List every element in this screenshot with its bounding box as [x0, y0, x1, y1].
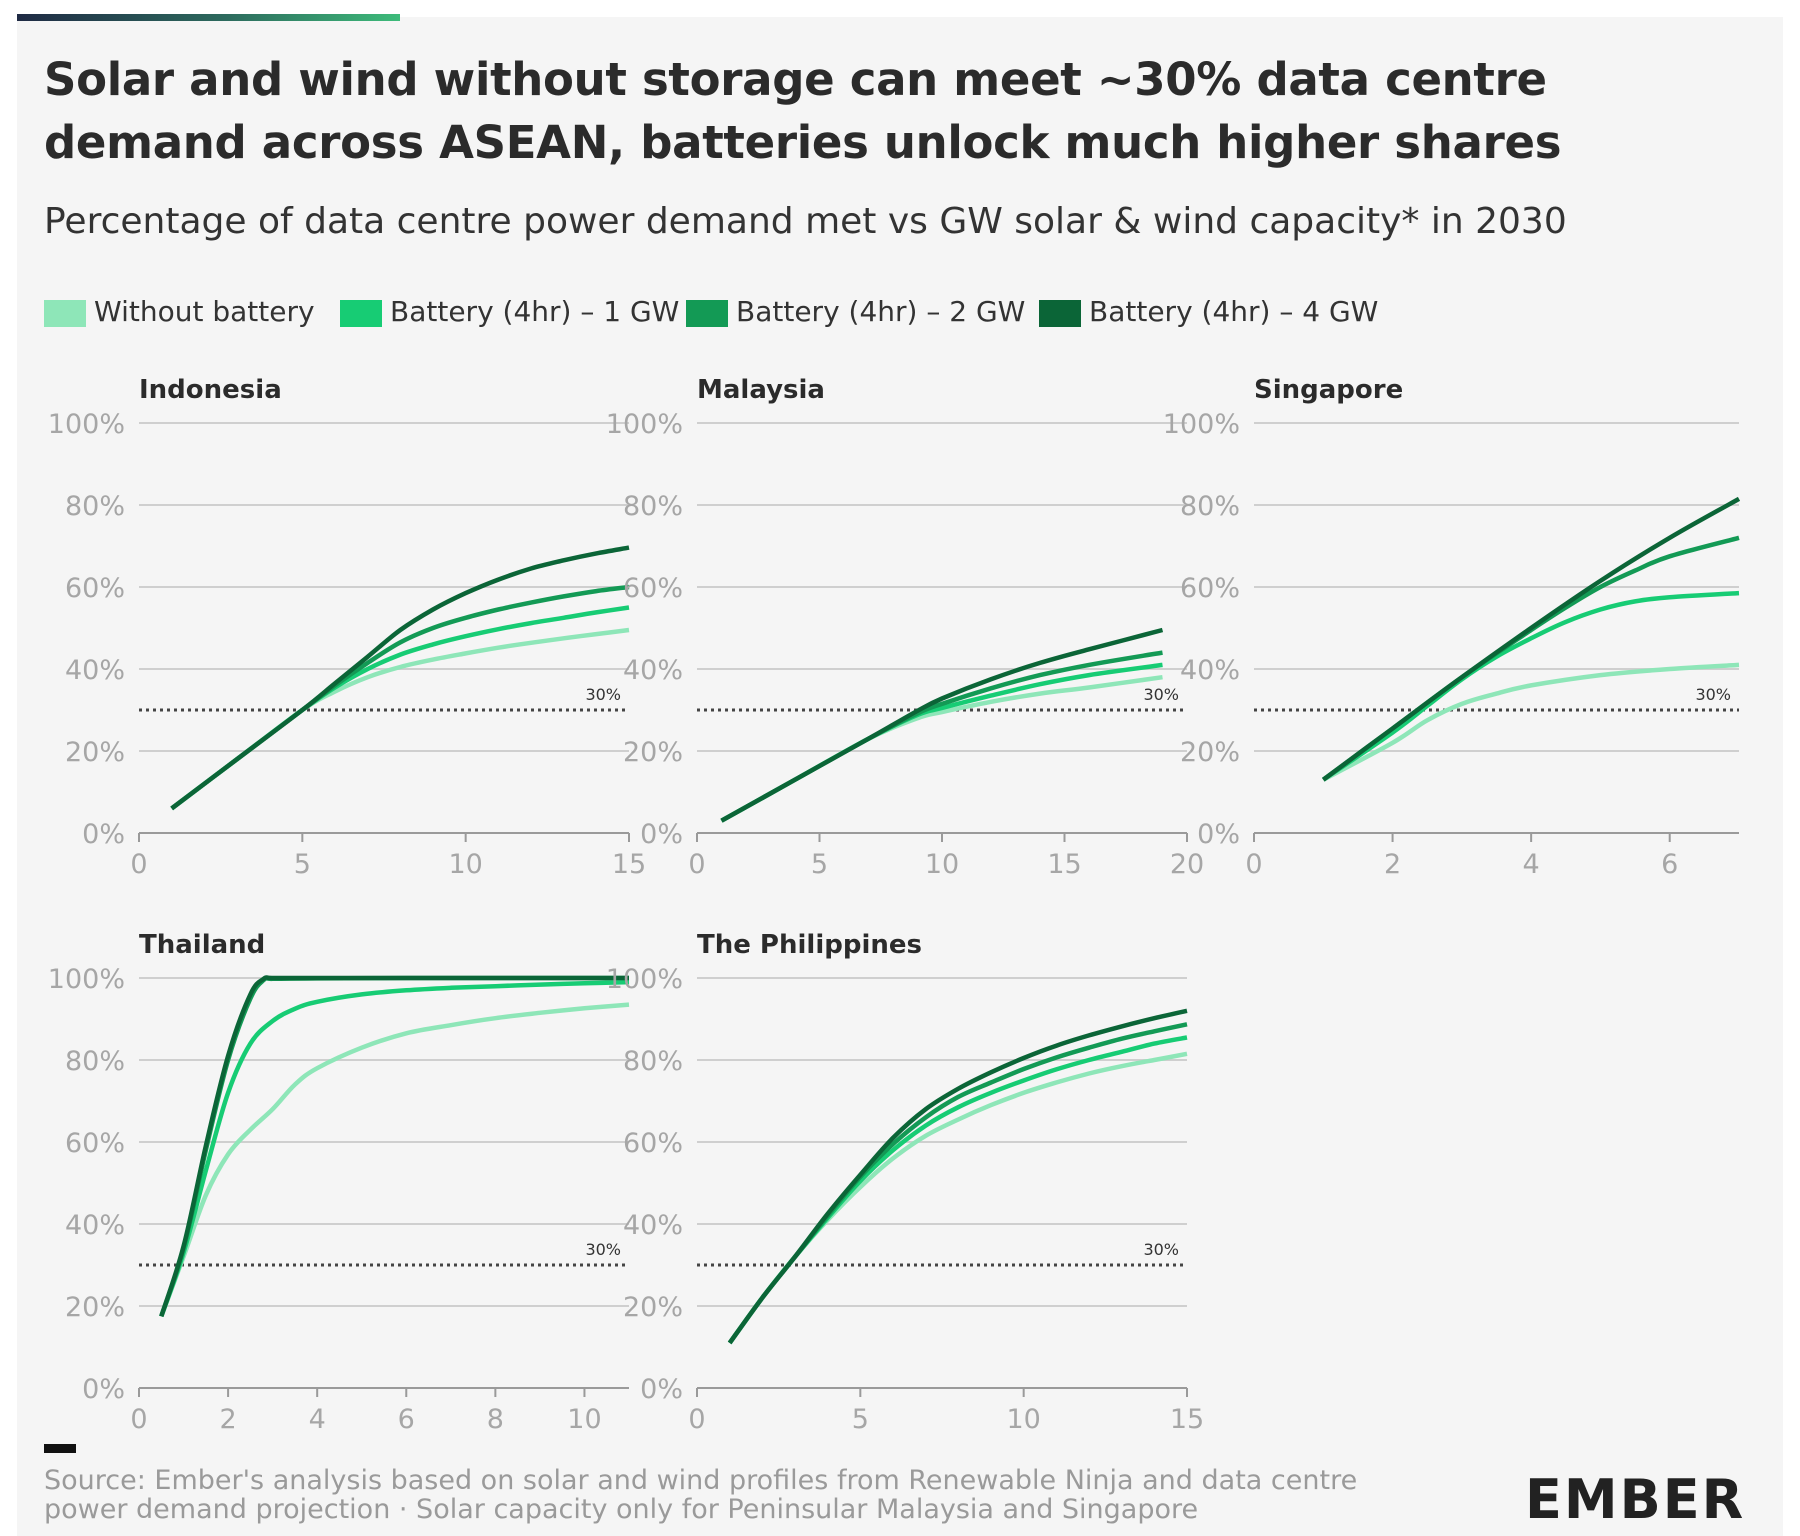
y-tick-label: 80%: [1180, 491, 1240, 522]
x-tick-label: 10: [1006, 1404, 1040, 1435]
x-tick-label: 4: [309, 1404, 326, 1435]
y-tick-label: 60%: [623, 1128, 683, 1159]
y-tick-label: 40%: [65, 1210, 125, 1241]
legend-label: Battery (4hr) – 1 GW: [390, 295, 680, 328]
series-line-without-battery: [1322, 662, 1740, 782]
x-tick-label: 2: [219, 1404, 236, 1435]
y-tick-label: 20%: [623, 737, 683, 768]
legend-swatch: [686, 300, 728, 327]
x-tick-label: 5: [852, 1404, 869, 1435]
y-tick-label: 40%: [623, 1210, 683, 1241]
source-marker: [44, 1444, 76, 1453]
series-line-battery-1gw: [159, 979, 630, 1318]
y-tick-label: 100%: [1163, 409, 1240, 440]
y-tick-label: 0%: [640, 1374, 683, 1405]
x-tick-label: 5: [811, 849, 828, 880]
x-tick-label: 0: [130, 1404, 147, 1435]
y-tick-label: 40%: [623, 655, 683, 686]
legend-swatch: [340, 300, 382, 327]
x-tick-label: 6: [398, 1404, 415, 1435]
y-tick-label: 0%: [82, 1374, 125, 1405]
panel-title: Singapore: [1254, 375, 1403, 405]
legend-swatch: [44, 300, 86, 327]
y-tick-label: 20%: [65, 737, 125, 768]
y-tick-label: 80%: [65, 1046, 125, 1077]
chart-panel-singapore: Singapore 0% 20% 40% 60% 80% 100% 0 2 4 6 30%: [1163, 375, 1741, 880]
series-line-battery-4gw: [159, 975, 629, 1317]
y-tick-label: 60%: [65, 1128, 125, 1159]
x-tick-label: 20: [1170, 849, 1204, 880]
y-tick-label: 100%: [606, 409, 683, 440]
x-tick-label: 10: [448, 849, 482, 880]
x-tick-label: 0: [1245, 849, 1262, 880]
chart-title: Solar and wind without storage can meet …: [44, 53, 1562, 169]
x-tick-label: 15: [1047, 849, 1081, 880]
x-tick-label: 15: [612, 849, 646, 880]
y-tick-label: 0%: [640, 819, 683, 850]
series-line-without-battery: [159, 1002, 630, 1318]
y-tick-label: 80%: [623, 1046, 683, 1077]
y-tick-label: 40%: [1180, 655, 1240, 686]
y-tick-label: 100%: [48, 409, 125, 440]
reference-line-label: 30%: [1143, 1240, 1179, 1259]
x-tick-label: 2: [1384, 849, 1401, 880]
ember-logo: EMBER: [1525, 1468, 1746, 1531]
x-tick-label: 10: [567, 1404, 601, 1435]
panel-title: Malaysia: [697, 375, 825, 405]
series-line-battery-4gw: [727, 1008, 1188, 1345]
x-tick-label: 10: [925, 849, 959, 880]
series-line-battery-1gw: [727, 1035, 1188, 1345]
series-line-battery-2gw: [720, 650, 1163, 823]
legend-label: Without battery: [94, 295, 315, 328]
x-tick-label: 0: [688, 1404, 705, 1435]
y-tick-label: 40%: [65, 655, 125, 686]
chart-panel-malaysia: Malaysia 0% 20% 40% 60% 80% 100% 0 5 10 15 20 30%: [606, 375, 1204, 880]
reference-line-label: 30%: [585, 685, 621, 704]
chart-panel-the-philippines: The Philippines 0% 20% 40% 60% 80% 100% 0 5 10 15 3…: [606, 930, 1204, 1435]
y-tick-label: 60%: [623, 573, 683, 604]
y-tick-label: 20%: [1180, 737, 1240, 768]
y-tick-label: 60%: [1180, 573, 1240, 604]
series-line-battery-4gw: [1321, 496, 1741, 782]
panel-title: Indonesia: [139, 375, 282, 405]
legend-label: Battery (4hr) – 4 GW: [1089, 295, 1379, 328]
chart-panel-thailand: Thailand 0% 20% 40% 60% 80% 100% 0 2 4 6 8 10 30%: [48, 930, 630, 1435]
y-tick-label: 100%: [48, 964, 125, 995]
x-tick-label: 0: [130, 849, 147, 880]
series-line-battery-2gw: [1321, 535, 1740, 782]
series-line-battery-4gw: [720, 627, 1164, 823]
x-tick-label: 5: [294, 849, 311, 880]
y-tick-label: 20%: [623, 1292, 683, 1323]
y-tick-label: 80%: [623, 491, 683, 522]
x-tick-label: 4: [1523, 849, 1540, 880]
y-tick-label: 0%: [1197, 819, 1240, 850]
x-tick-label: 15: [1170, 1404, 1204, 1435]
x-tick-label: 8: [487, 1404, 504, 1435]
legend-label: Battery (4hr) – 2 GW: [736, 295, 1026, 328]
reference-line-label: 30%: [1695, 685, 1731, 704]
reference-line-label: 30%: [1143, 685, 1179, 704]
y-tick-label: 80%: [65, 491, 125, 522]
y-tick-label: 20%: [65, 1292, 125, 1323]
source-note: Source: Ember's analysis based on solar …: [44, 1465, 1358, 1525]
panel-title: Thailand: [139, 930, 265, 960]
y-tick-label: 100%: [606, 964, 683, 995]
reference-line-label: 30%: [585, 1240, 621, 1259]
chart-subtitle: Percentage of data centre power demand m…: [44, 201, 1567, 242]
chart-panel-indonesia: Indonesia 0% 20% 40% 60% 80% 100% 0 5 10 15 30%: [48, 375, 646, 880]
x-tick-label: 0: [688, 849, 705, 880]
brand-accent-bar: [17, 14, 400, 21]
panel-title: The Philippines: [697, 930, 922, 960]
chart-card: [17, 17, 1783, 1536]
series-line-battery-4gw: [170, 545, 630, 811]
legend-swatch: [1039, 300, 1081, 327]
y-tick-label: 0%: [82, 819, 125, 850]
y-tick-label: 60%: [65, 573, 125, 604]
x-tick-label: 6: [1661, 849, 1678, 880]
series-line-battery-2gw: [727, 1022, 1188, 1345]
series-line-battery-1gw: [1322, 590, 1740, 782]
